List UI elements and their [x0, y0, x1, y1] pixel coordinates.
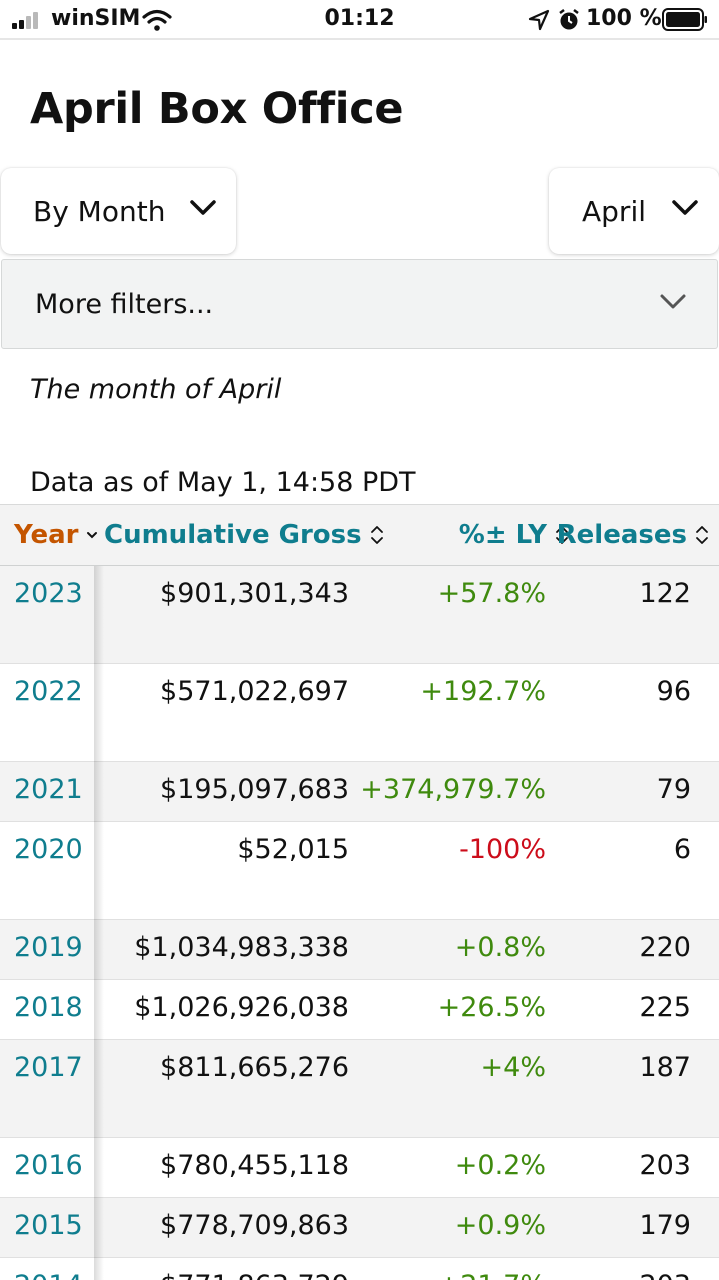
chevron-down-icon	[660, 294, 686, 309]
clock-time: 01:12	[324, 6, 395, 31]
sort-icon	[370, 526, 383, 544]
releases-value: 225	[639, 992, 691, 1023]
change-value: +57.8%	[437, 578, 546, 609]
change-header-label: %± LY	[458, 520, 547, 550]
year-link[interactable]: 2014	[14, 1270, 83, 1280]
sort-icon	[556, 526, 568, 544]
releases-value: 6	[673, 834, 691, 865]
change-value: +4%	[480, 1052, 546, 1083]
year-link[interactable]: 2017	[14, 1052, 83, 1083]
carrier-name: winSIM	[51, 6, 141, 31]
change-value: +0.8%	[454, 932, 546, 963]
change-value: +374,979.7%	[360, 774, 546, 805]
sort-icon	[696, 526, 708, 544]
gross-value: $780,455,118	[160, 1150, 349, 1181]
change-value: +26.5%	[437, 992, 546, 1023]
sort-by-releases[interactable]: Releases	[557, 505, 709, 565]
period-description: The month of April	[30, 374, 282, 405]
gross-value: $195,097,683	[160, 774, 349, 805]
signal-icon	[12, 11, 44, 29]
releases-value: 203	[639, 1150, 691, 1181]
month-select[interactable]: April	[549, 168, 719, 254]
year-link[interactable]: 2018	[14, 992, 83, 1023]
year-link[interactable]: 2019	[14, 932, 83, 963]
gross-value: $778,709,863	[160, 1210, 349, 1241]
gross-value: $571,022,697	[160, 676, 349, 707]
releases-value: 122	[639, 578, 691, 609]
releases-value: 187	[639, 1052, 691, 1083]
table-row: 2020 $52,015 -100% 6	[0, 822, 719, 920]
battery-icon	[662, 8, 707, 31]
period-select-label: By Month	[33, 194, 166, 228]
gross-value: $811,665,276	[160, 1052, 349, 1083]
more-filters-label: More filters...	[35, 288, 214, 320]
month-select-label: April	[582, 194, 646, 228]
gross-value: $52,015	[237, 834, 349, 865]
releases-value: 179	[639, 1210, 691, 1241]
change-value: +0.9%	[454, 1210, 546, 1241]
table-row: 2023 $901,301,343 +57.8% 122	[0, 566, 719, 664]
gross-header-label: Cumulative Gross	[104, 520, 362, 550]
releases-value: 220	[639, 932, 691, 963]
gross-value: $771,863,729	[160, 1270, 349, 1280]
chevron-down-icon	[190, 200, 216, 215]
change-value: +0.2%	[454, 1150, 546, 1181]
status-divider	[0, 38, 719, 40]
data-timestamp: Data as of May 1, 14:58 PDT	[30, 467, 416, 498]
sort-by-change[interactable]: %± LY	[459, 505, 569, 565]
chevron-down-icon	[672, 200, 698, 215]
change-value: +192.7%	[420, 676, 546, 707]
releases-value: 203	[639, 1270, 691, 1280]
year-link[interactable]: 2022	[14, 676, 83, 707]
year-link[interactable]: 2021	[14, 774, 83, 805]
releases-value: 79	[656, 774, 691, 805]
status-bar: winSIM 01:12 100 %	[0, 0, 719, 40]
sort-by-gross[interactable]: Cumulative Gross	[104, 505, 384, 565]
wifi-icon	[142, 9, 172, 31]
table-row: 2019 $1,034,983,338 +0.8% 220	[0, 920, 719, 980]
more-filters-toggle[interactable]: More filters...	[1, 259, 718, 349]
change-value: +21.7%	[438, 1270, 546, 1280]
period-select[interactable]: By Month	[1, 168, 236, 254]
sort-by-year[interactable]: Year	[14, 505, 98, 565]
location-icon	[528, 9, 550, 31]
year-link[interactable]: 2015	[14, 1210, 83, 1241]
alarm-icon	[559, 9, 579, 30]
page-title: April Box Office	[30, 84, 404, 134]
table-row: 2021 $195,097,683 +374,979.7% 79	[0, 762, 719, 822]
gross-value: $901,301,343	[160, 578, 349, 609]
table-row: 2017 $811,665,276 +4% 187	[0, 1040, 719, 1138]
table-header: Year Cumulative Gross %± LY Releases	[0, 504, 719, 566]
sort-descending-icon	[87, 532, 98, 539]
gross-value: $1,026,926,038	[134, 992, 349, 1023]
releases-header-label: Releases	[556, 520, 687, 550]
year-link[interactable]: 2020	[14, 834, 83, 865]
table-row: 2016 $780,455,118 +0.2% 203	[0, 1138, 719, 1198]
year-link[interactable]: 2016	[14, 1150, 83, 1181]
box-office-table: Year Cumulative Gross %± LY Releases 202…	[0, 504, 719, 1280]
table-row: 2018 $1,026,926,038 +26.5% 225	[0, 980, 719, 1040]
table-row: 2022 $571,022,697 +192.7% 96	[0, 664, 719, 762]
gross-value: $1,034,983,338	[134, 932, 349, 963]
table-row: 2014 $771,863,729 +21.7% 203	[0, 1258, 719, 1280]
year-header-label: Year	[14, 520, 79, 550]
change-value: -100%	[459, 834, 546, 865]
battery-percentage: 100 %	[586, 6, 662, 31]
year-link[interactable]: 2023	[14, 578, 83, 609]
table-row: 2015 $778,709,863 +0.9% 179	[0, 1198, 719, 1258]
releases-value: 96	[656, 676, 691, 707]
